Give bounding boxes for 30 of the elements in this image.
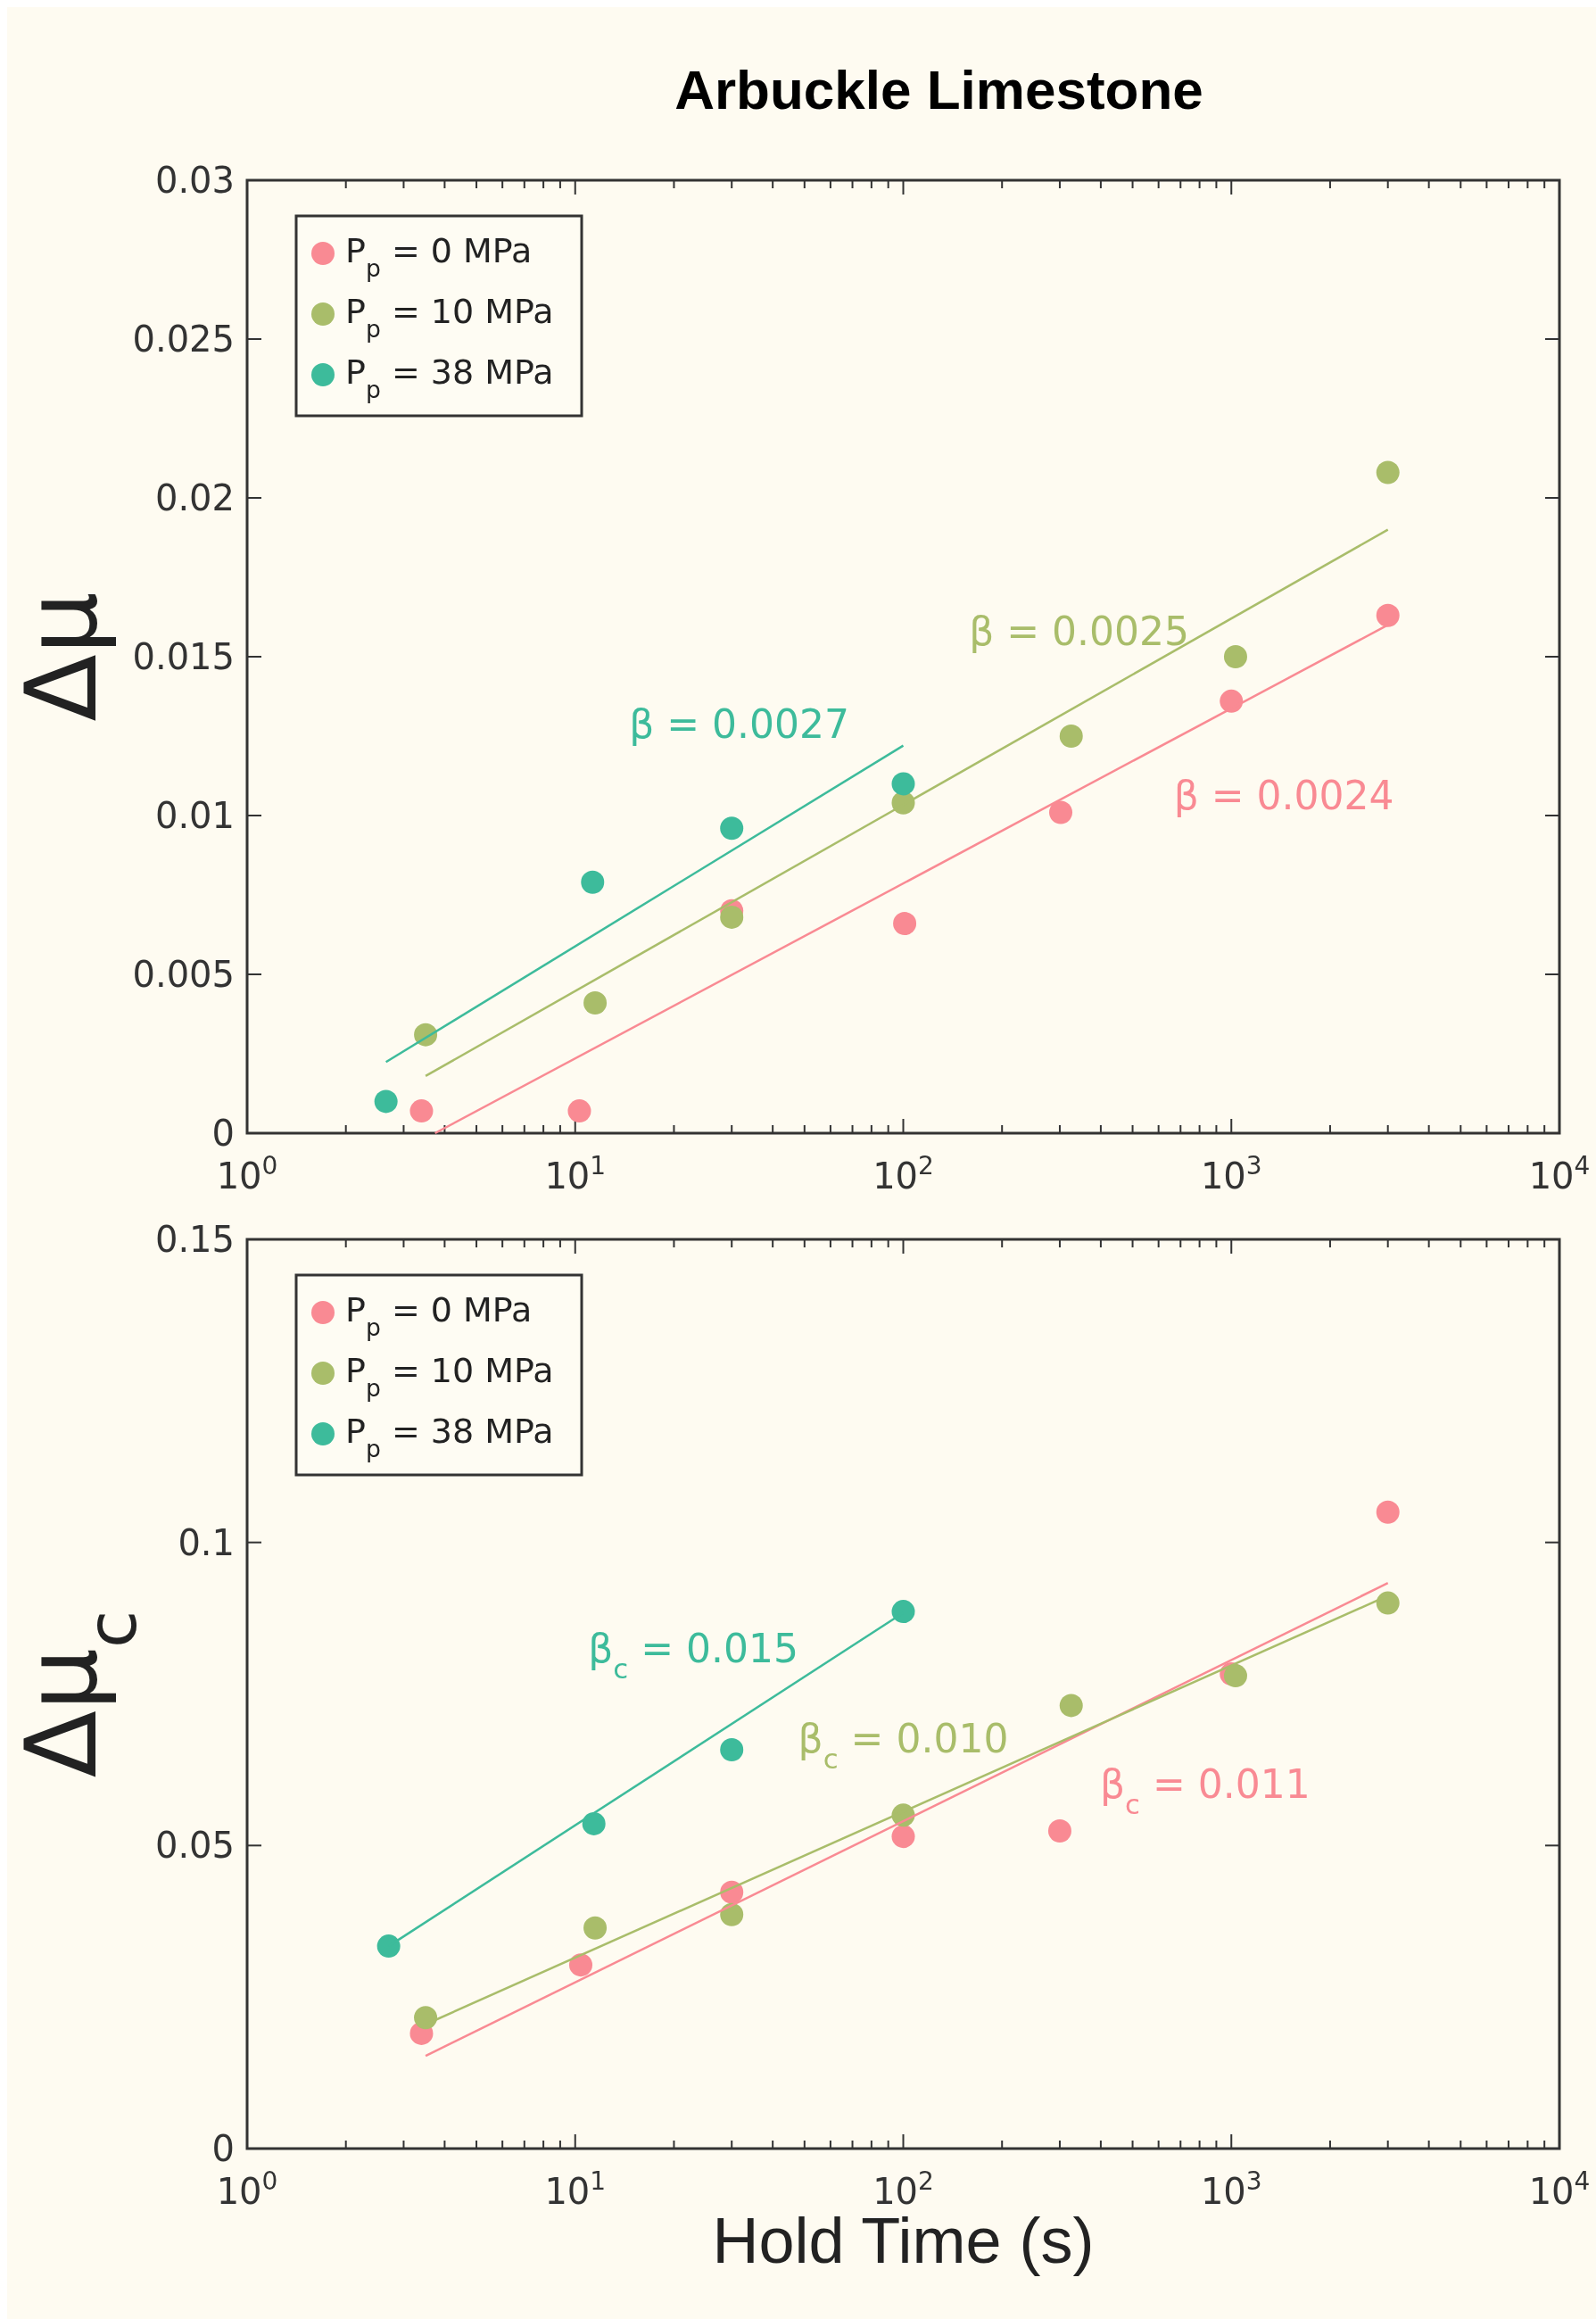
- y-tick-label: 0.025: [132, 319, 235, 360]
- annotation: β = 0.0025: [969, 609, 1190, 655]
- y-axis-title: Δμ: [4, 592, 119, 722]
- y-tick-label: 0.01: [154, 795, 235, 836]
- x-tick-label: 10$^{1}$: [544, 1150, 607, 1197]
- y-tick-label: 0.02: [154, 477, 235, 518]
- x-tick-label: 10$^{3}$: [1200, 2166, 1262, 2212]
- x-tick-label: 10$^{2}$: [872, 1150, 934, 1197]
- legend-label: P$_{p}$ = 10 MPa: [345, 1351, 554, 1402]
- x-tick-label: 10$^{4}$: [1528, 1150, 1591, 1197]
- x-tick-label: 10$^{3}$: [1200, 1150, 1262, 1197]
- y-tick-label: 0.03: [154, 160, 235, 201]
- y-tick-label: 0.05: [154, 1825, 235, 1867]
- annotation: β$_{c}$ = 0.010: [798, 1716, 1009, 1776]
- annotation: β = 0.0027: [629, 700, 850, 747]
- annotation: β$_{c}$ = 0.011: [1099, 1761, 1311, 1821]
- x-tick-label: 10$^{4}$: [1528, 2166, 1591, 2212]
- y-tick-label: 0.005: [132, 954, 235, 995]
- chart-title: Arbuckle Limestone: [674, 59, 1203, 120]
- annotation: β$_{c}$ = 0.015: [588, 1625, 799, 1685]
- x-tick-label: 10$^{1}$: [544, 2166, 607, 2212]
- legend-label: P$_{p}$ = 38 MPa: [345, 352, 554, 403]
- annotation: β = 0.0024: [1173, 772, 1394, 818]
- y-tick-label: 0.015: [132, 636, 235, 677]
- y-tick-label: 0.1: [178, 1521, 235, 1563]
- legend-label: P$_{p}$ = 0 MPa: [345, 231, 533, 282]
- legend-label: P$_{p}$ = 38 MPa: [345, 1412, 554, 1462]
- y-tick-label: 0.15: [154, 1219, 235, 1260]
- legend-label: P$_{p}$ = 0 MPa: [345, 1290, 533, 1341]
- legend-label: P$_{p}$ = 10 MPa: [345, 292, 554, 343]
